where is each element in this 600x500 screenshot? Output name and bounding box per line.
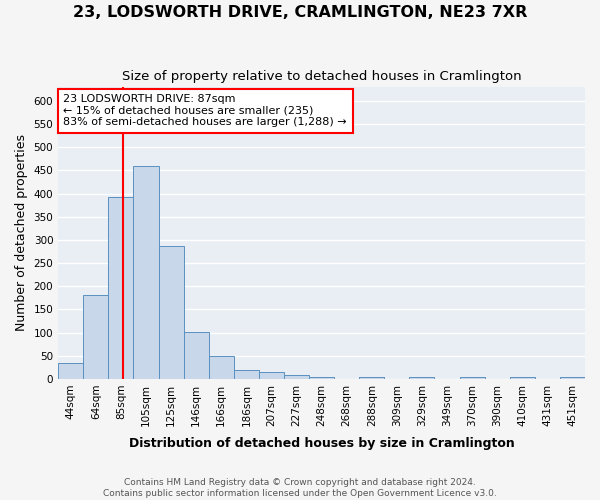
Text: 23, LODSWORTH DRIVE, CRAMLINGTON, NE23 7XR: 23, LODSWORTH DRIVE, CRAMLINGTON, NE23 7… xyxy=(73,5,527,20)
Bar xyxy=(510,376,535,379)
Text: Contains HM Land Registry data © Crown copyright and database right 2024.
Contai: Contains HM Land Registry data © Crown c… xyxy=(103,478,497,498)
X-axis label: Distribution of detached houses by size in Cramlington: Distribution of detached houses by size … xyxy=(129,437,514,450)
Bar xyxy=(58,362,83,379)
Y-axis label: Number of detached properties: Number of detached properties xyxy=(15,134,28,332)
Bar xyxy=(359,376,385,379)
Bar xyxy=(184,332,209,379)
Bar xyxy=(234,370,259,379)
Bar xyxy=(309,376,334,379)
Bar xyxy=(460,376,485,379)
Text: 23 LODSWORTH DRIVE: 87sqm
← 15% of detached houses are smaller (235)
83% of semi: 23 LODSWORTH DRIVE: 87sqm ← 15% of detac… xyxy=(64,94,347,128)
Bar xyxy=(209,356,234,379)
Bar xyxy=(83,295,109,379)
Bar xyxy=(284,374,309,379)
Bar xyxy=(409,376,434,379)
Title: Size of property relative to detached houses in Cramlington: Size of property relative to detached ho… xyxy=(122,70,521,83)
Bar xyxy=(259,372,284,379)
Bar xyxy=(133,166,158,379)
Bar xyxy=(109,197,133,379)
Bar xyxy=(158,246,184,379)
Bar xyxy=(560,376,585,379)
